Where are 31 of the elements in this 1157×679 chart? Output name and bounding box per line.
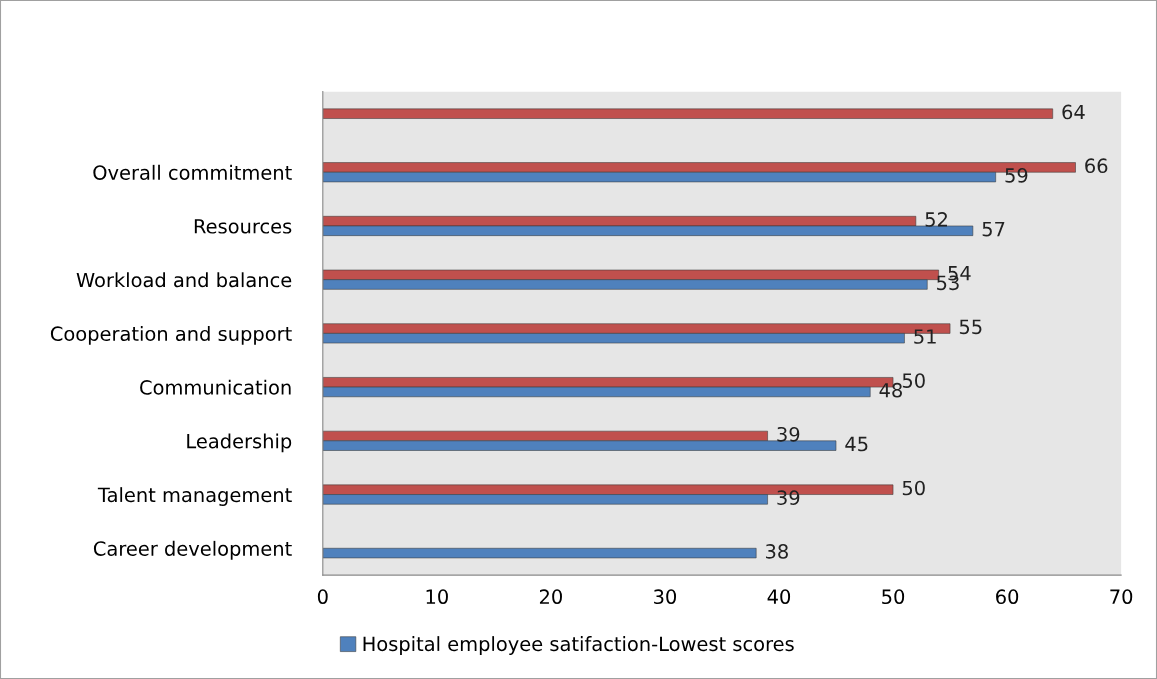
legend-label: Hospital employee satifaction-Lowest scores bbox=[363, 636, 794, 655]
y-tick-label: Talent management bbox=[97, 487, 292, 506]
x-tick-label: 60 bbox=[996, 589, 1019, 605]
data-label: 50 bbox=[902, 373, 925, 388]
y-tick-label: Cooperation and support bbox=[50, 326, 292, 345]
x-tick-label: 30 bbox=[654, 589, 677, 605]
data-label: 55 bbox=[959, 319, 982, 335]
data-label: 48 bbox=[879, 382, 902, 398]
y-tick-label: Workload and balance bbox=[76, 272, 292, 288]
x-tick-label: 10 bbox=[426, 589, 448, 605]
data-label: 38 bbox=[766, 544, 788, 559]
y-tick-label: Communication bbox=[140, 379, 291, 395]
data-label: 64 bbox=[1062, 104, 1085, 120]
y-tick-label: Leadership bbox=[187, 433, 292, 453]
data-label: 50 bbox=[902, 480, 925, 496]
bar bbox=[322, 547, 757, 559]
data-label: 57 bbox=[982, 221, 1005, 237]
x-tick-label: 0 bbox=[317, 589, 328, 605]
y-tick-label: Career development bbox=[93, 540, 292, 560]
data-label: 59 bbox=[1005, 168, 1028, 183]
data-label: 39 bbox=[777, 426, 800, 442]
x-tick-label: 50 bbox=[882, 589, 905, 605]
data-label: 45 bbox=[845, 436, 868, 452]
x-tick-label: 70 bbox=[1110, 589, 1133, 605]
y-tick-label: Resources bbox=[194, 219, 292, 234]
x-tick-label: 40 bbox=[767, 589, 791, 605]
data-label: 66 bbox=[1085, 158, 1108, 174]
x-tick-label: 20 bbox=[539, 589, 562, 605]
bar bbox=[322, 108, 1053, 119]
data-label: 52 bbox=[925, 212, 947, 227]
y-tick-label: Overall commitment bbox=[93, 164, 292, 180]
